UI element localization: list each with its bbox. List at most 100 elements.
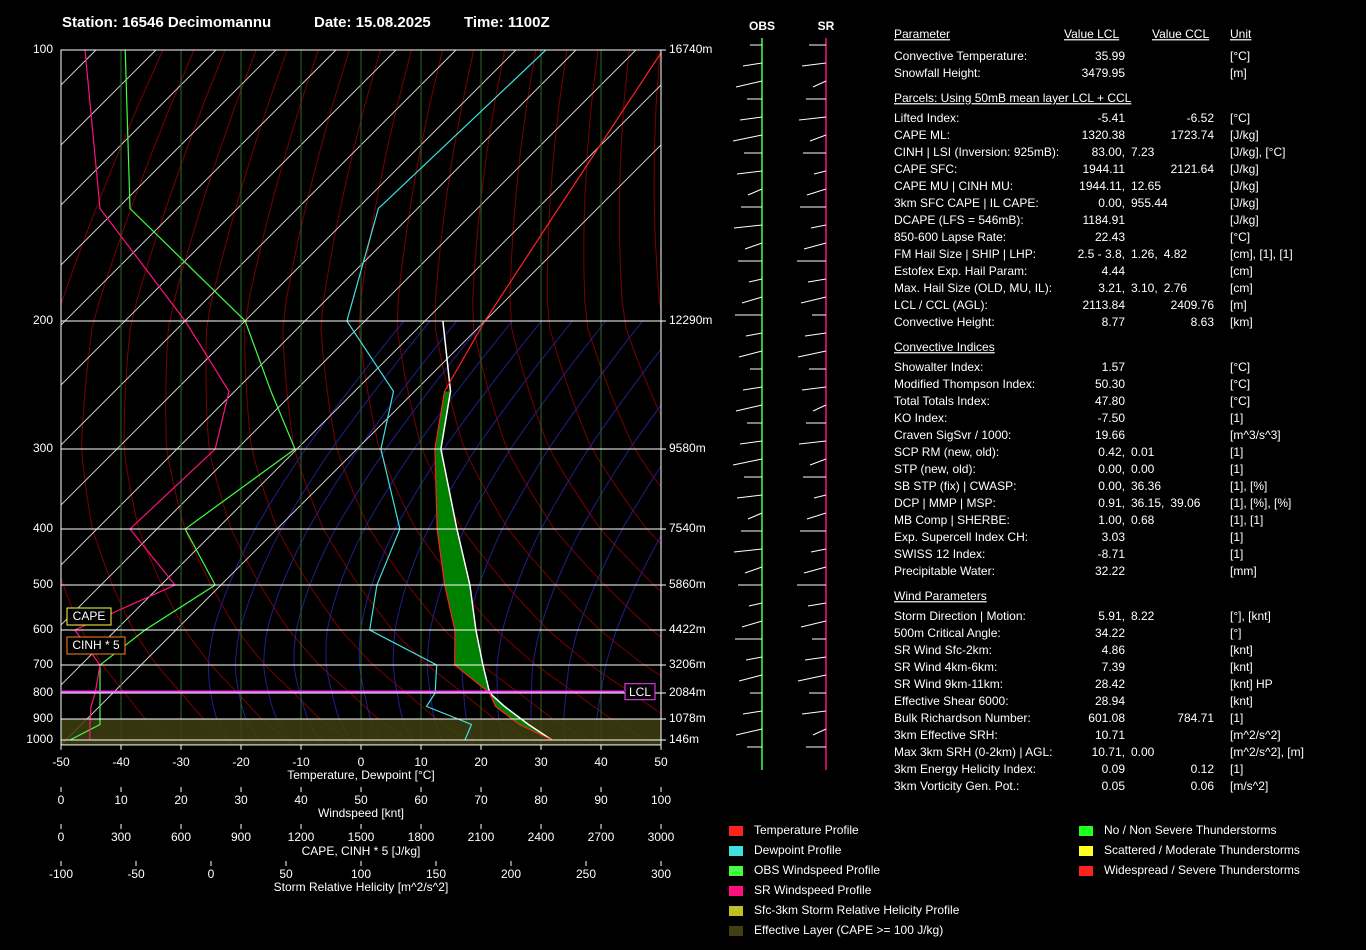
height-label: 9580m	[669, 441, 706, 455]
cinh-label: CINH * 5	[72, 638, 120, 652]
section-title: Convective Indices	[894, 340, 995, 354]
x-tick-label: 2100	[468, 830, 495, 844]
wind-barb	[807, 602, 827, 607]
wind-barb	[800, 296, 827, 304]
unit: [cm], [1], [1]	[1230, 247, 1293, 261]
wind-barb	[798, 440, 827, 445]
parameter-label: SR Wind 9km-11km:	[894, 677, 1003, 691]
value: 7.39	[1102, 660, 1126, 674]
wind-barb	[735, 404, 763, 412]
unit: [J/kg]	[1230, 162, 1259, 176]
isotherm	[61, 50, 217, 206]
dry-adiabat	[546, 50, 661, 545]
unit: [m]	[1230, 298, 1247, 312]
wind-barb	[803, 242, 827, 250]
parameter-label: Effective Shear 6000:	[894, 694, 1009, 708]
cape-area	[434, 391, 552, 740]
value: 34.22	[1095, 626, 1125, 640]
y-tick-label: 1000	[26, 732, 53, 746]
value: 50.30	[1095, 377, 1125, 391]
height-label: 12290m	[669, 313, 712, 327]
value: 0.06	[1191, 779, 1215, 793]
x-tick-label: 1500	[348, 830, 375, 844]
wind-barb	[736, 170, 763, 175]
cape-box	[66, 607, 112, 626]
legend-swatch	[729, 866, 743, 876]
axis-label: Windspeed [knt]	[318, 806, 404, 820]
wind-barb	[812, 404, 827, 412]
value: 8.63	[1191, 315, 1215, 329]
height-label: 146m	[669, 732, 699, 746]
legend-label: No / Non Severe Thunderstorms	[1104, 823, 1277, 837]
wind-barb	[733, 224, 763, 229]
unit: [°C]	[1230, 360, 1250, 374]
value: 0.01	[1131, 445, 1155, 459]
parameter-label: Convective Temperature:	[894, 49, 1027, 63]
x-tick-label: 600	[171, 830, 191, 844]
parameter-label: 3km Effective SRH:	[894, 728, 998, 742]
value: 0.42,	[1098, 445, 1125, 459]
legend-label: OBS Windspeed Profile	[754, 863, 880, 877]
x-tick-label: 300	[111, 830, 131, 844]
value: 19.66	[1095, 428, 1125, 442]
isotherm	[61, 144, 661, 745]
unit: [1]	[1230, 530, 1243, 544]
x-tick-label: -40	[112, 755, 130, 769]
parameter-label: CAPE ML:	[894, 128, 950, 142]
unit: [km]	[1230, 315, 1253, 329]
x-tick-label: 40	[594, 755, 608, 769]
wind-column-label: OBS	[749, 19, 775, 33]
wind-barb	[797, 674, 827, 682]
y-tick-label: 900	[33, 711, 53, 725]
wind-barb	[733, 548, 763, 553]
isotherm	[61, 50, 577, 566]
unit: [1], [%]	[1230, 479, 1267, 493]
wind-barb	[736, 494, 763, 499]
value: 1944.11,	[1079, 179, 1125, 193]
wind-barb	[806, 512, 827, 520]
value: 4.82	[1164, 247, 1188, 261]
legend-swatch	[729, 886, 743, 896]
value: 8.22	[1131, 609, 1155, 623]
height-label: 16740m	[669, 42, 712, 56]
unit: [J/kg]	[1230, 196, 1259, 210]
section-title: Parcels: Using 50mB mean layer LCL + CCL	[894, 91, 1132, 105]
parameter-label: Showalter Index:	[894, 360, 983, 374]
wind-barb	[738, 350, 763, 358]
parameter-label: SWISS 12 Index:	[894, 547, 985, 561]
value: -8.71	[1098, 547, 1126, 561]
parameter-label: FM Hail Size | SHIP | LHP:	[894, 247, 1036, 261]
x-tick-label: 20	[474, 755, 488, 769]
x-tick-label: -50	[127, 867, 145, 881]
axis-label: CAPE, CINH * 5 [J/kg]	[302, 844, 421, 858]
dry-adiabat	[472, 50, 661, 638]
value: 3.03	[1102, 530, 1126, 544]
x-tick-label: 10	[414, 755, 428, 769]
value: 0.12	[1191, 762, 1215, 776]
wind-barb	[813, 170, 827, 175]
parameter-label: 3km Vorticity Gen. Pot.:	[894, 779, 1019, 793]
wind-barb	[732, 134, 763, 142]
legend-label: Effective Layer (CAPE >= 100 J/kg)	[754, 923, 943, 937]
isotherm	[61, 50, 337, 326]
unit: [°C]	[1230, 111, 1250, 125]
value: 2.76	[1164, 281, 1188, 295]
wind-barb	[747, 512, 763, 520]
parameter-label: SR Wind 4km-6km:	[894, 660, 997, 674]
parameter-label: Max 3km SRH (0-2km) | AGL:	[894, 745, 1052, 759]
unit: [1]	[1230, 411, 1243, 425]
x-tick-label: 0	[58, 793, 65, 807]
unit: [m^3/s^3]	[1230, 428, 1281, 442]
unit: [J/kg]	[1230, 179, 1259, 193]
wind-barb	[744, 242, 763, 250]
unit: [1]	[1230, 711, 1243, 725]
parameter-label: Exp. Supercell Index CH:	[894, 530, 1028, 544]
value: 12.65	[1131, 179, 1161, 193]
wind-barb	[809, 134, 827, 142]
value: 0.00,	[1098, 479, 1125, 493]
legend-swatch	[1079, 826, 1093, 836]
parameter-label: Bulk Richardson Number:	[894, 711, 1031, 725]
x-tick-label: 50	[279, 867, 293, 881]
height-label: 3206m	[669, 657, 706, 671]
